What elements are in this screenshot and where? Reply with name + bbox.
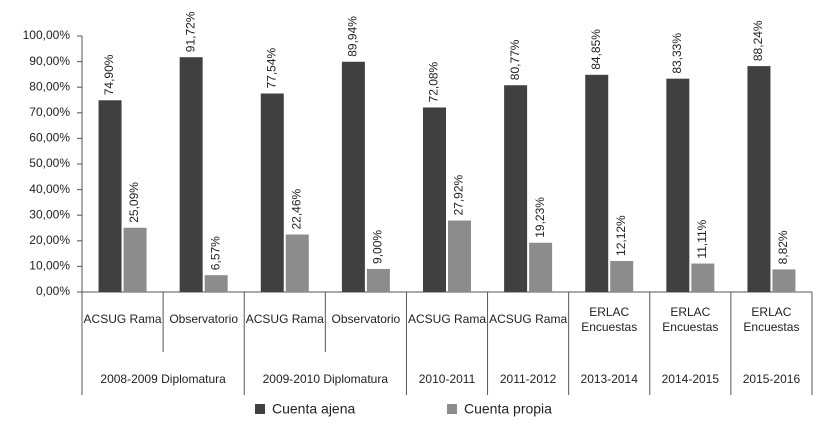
data-label: 77,54% [264,47,278,88]
bar [123,227,147,292]
x-tick-label: ACSUG Rama [408,312,486,326]
group-label: 2014-2015 [662,372,720,386]
bar [691,263,715,292]
y-tick-label: 90,00% [29,54,70,68]
y-tick-label: 20,00% [29,233,70,247]
data-label: 19,23% [533,197,547,238]
data-label: 8,82% [776,230,790,264]
x-tick-line: Observatorio [169,312,238,326]
x-tick-label: ACSUG Rama [489,312,567,326]
legend-label: Cuenta ajena [272,401,356,417]
group-label: 2010-2011 [419,372,476,386]
data-label: 6,57% [208,236,222,270]
data-label: 9,00% [371,230,385,264]
bar [179,57,203,292]
data-label: 74,90% [102,54,116,95]
x-tick-line: ERLAC [670,305,710,319]
bar [423,107,446,293]
x-tick-label: ERLAC Encuestas [662,305,718,334]
y-tick-label: 10,00% [29,259,70,273]
y-tick-label: 0,00% [36,284,70,298]
data-label: 80,77% [508,39,522,80]
x-tick-label: ACSUG Rama [84,312,162,326]
bar [666,78,690,292]
x-tick-line: Encuestas [743,320,799,334]
data-label: 72,08% [427,61,441,102]
x-tick-line: ACSUG Rama [408,312,486,326]
bar [504,85,528,293]
group-label: 2009-2010 Diplomatura [263,372,389,386]
y-tick-label: 40,00% [29,182,70,196]
x-tick-label: Observatorio [169,312,238,326]
x-tick-label: ACSUG Rama [246,312,324,326]
bar [772,269,796,292]
data-label: 12,12% [614,215,628,256]
x-tick-line: ACSUG Rama [246,312,324,326]
group-label: 2015-2016 [743,372,801,386]
legend-label: Cuenta propia [464,401,552,417]
bar [529,242,553,292]
x-tick-line: ACSUG Rama [489,312,567,326]
y-tick-label: 70,00% [29,105,70,119]
data-label: 91,72% [183,11,197,52]
group-label: 2013-2014 [581,372,639,386]
x-tick-label: ERLAC Encuestas [743,305,799,334]
data-label: 84,85% [589,29,603,70]
y-tick-label: 60,00% [29,131,70,145]
x-tick-line: ERLAC [751,305,791,319]
y-tick-label: 100,00% [23,28,71,42]
group-label: 2011-2012 [500,372,557,386]
bar [341,61,365,292]
bar [366,268,390,292]
x-tick-line: Encuestas [662,320,718,334]
y-tick-label: 50,00% [29,156,70,170]
x-tick-label: ERLAC Encuestas [581,305,637,334]
bar [747,66,771,293]
x-tick-line: Observatorio [332,312,401,326]
bar [98,100,122,292]
bar [204,275,228,292]
legend-swatch [447,404,457,414]
data-label: 88,24% [751,20,765,61]
data-label: 25,09% [127,182,141,223]
bar [585,74,609,292]
data-label: 27,92% [452,174,466,215]
bar [260,93,284,293]
bar [285,234,309,292]
group-label: 2008-2009 Diplomatura [100,372,226,386]
x-tick-line: Encuestas [581,320,637,334]
bar [610,260,634,292]
x-tick-label: Observatorio [332,312,401,326]
data-label: 83,33% [670,33,684,74]
x-tick-line: ACSUG Rama [84,312,162,326]
bar [448,220,471,292]
data-label: 11,11% [695,219,709,258]
y-tick-label: 80,00% [29,79,70,93]
x-tick-line: ERLAC [589,305,629,319]
legend-swatch [255,404,265,414]
data-label: 22,46% [289,188,303,229]
y-tick-label: 30,00% [29,207,70,221]
data-label: 89,94% [346,16,360,57]
